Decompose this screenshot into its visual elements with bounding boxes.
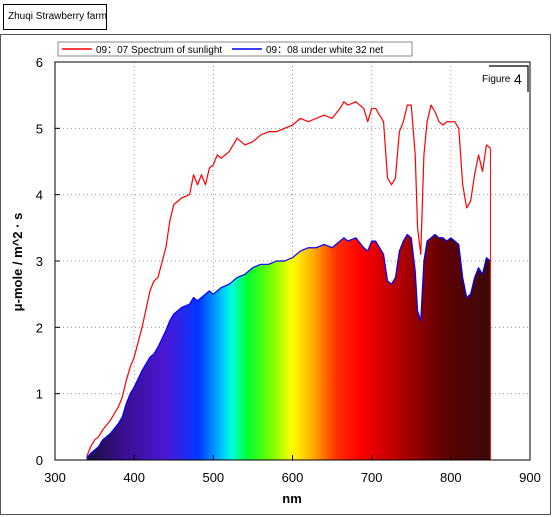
x-tick-label: 800 [440, 470, 462, 485]
x-tick-label: 400 [123, 470, 145, 485]
y-tick-label: 5 [36, 121, 43, 136]
x-tick-label: 900 [519, 470, 541, 485]
figure-label: Figure [482, 74, 511, 85]
y-tick-label: 2 [36, 320, 43, 335]
x-axis-title: nm [282, 491, 302, 506]
legend-label-sunlight: 09：07 Spectrum of sunlight [96, 45, 222, 56]
y-tick-label: 6 [36, 55, 43, 70]
chart-frame [0, 34, 551, 515]
x-tick-label: 300 [44, 470, 66, 485]
y-tick-label: 0 [36, 453, 43, 468]
x-tick-label: 700 [361, 470, 383, 485]
legend-label-net: 09：08 under white 32 net [266, 45, 384, 56]
legend: 09：07 Spectrum of sunlight 09：08 under w… [57, 41, 413, 57]
figure-annotation: Figure 4 [482, 65, 529, 92]
figure-number: 4 [514, 71, 522, 87]
series-line-net [86, 233, 491, 459]
y-tick-label: 4 [36, 188, 43, 203]
y-axis-title: μ-mole / m^2 · s [10, 213, 25, 312]
farm-label-text: Zhuqi Strawberry farm [8, 11, 107, 22]
series-line-sunlight [86, 101, 491, 457]
x-tick-label: 500 [202, 470, 224, 485]
x-tick-label: 600 [282, 470, 304, 485]
y-tick-label: 3 [36, 254, 43, 269]
farm-label: Zhuqi Strawberry farm [3, 4, 107, 30]
y-tick-label: 1 [36, 387, 43, 402]
spectrum-fill [86, 234, 491, 460]
